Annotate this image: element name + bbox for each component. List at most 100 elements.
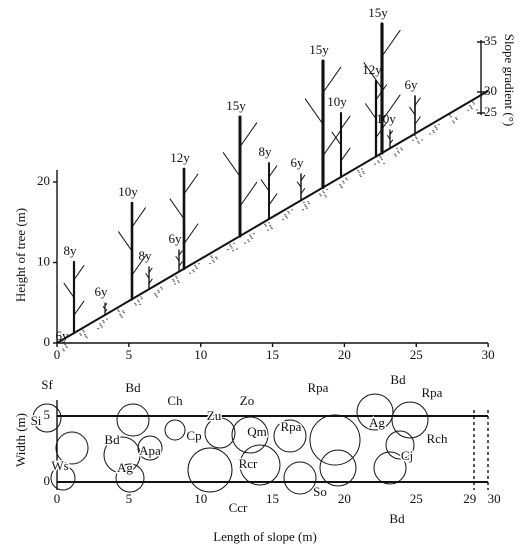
ground-dot [452, 120, 454, 122]
x-tick-label: 25 [410, 347, 423, 362]
ground-dot [345, 177, 347, 179]
ground-dot [195, 266, 197, 268]
ground-dot [381, 158, 383, 161]
ground-dot [230, 245, 232, 248]
ground-dot [134, 302, 136, 305]
ground-dot [325, 196, 327, 198]
crown [385, 430, 415, 460]
ground-dot [253, 232, 255, 235]
ground-dot [175, 275, 177, 278]
ground-dot [120, 315, 122, 317]
ground-dot [305, 205, 307, 208]
ground-dot [323, 191, 325, 194]
lower-x-tick-label: 0 [54, 491, 61, 506]
ground-dot [123, 311, 125, 314]
slope-tick-label: 25 [484, 104, 497, 119]
ground-dot [282, 218, 284, 221]
ground-dot [189, 272, 191, 274]
ground-dot [306, 207, 308, 209]
ground-dot [470, 106, 472, 108]
tree-age: 6y [291, 155, 305, 170]
ground-dot [210, 255, 212, 257]
ground-dot [194, 264, 196, 267]
tree-age: 12y [170, 150, 190, 165]
ground-dot [412, 139, 414, 142]
tree-branch [104, 303, 108, 307]
lower-y-tick-label: 5 [44, 407, 51, 422]
ground-dot [249, 234, 251, 236]
lower-x-tick-label: 20 [338, 491, 351, 506]
species-label: Bd [104, 432, 120, 447]
lower-x-label: Length of slope (m) [213, 529, 317, 544]
tree-age: 6y [169, 231, 183, 246]
x-tick-label: 30 [482, 347, 495, 362]
ground-dot [415, 136, 417, 138]
ground-dot [401, 148, 403, 151]
ground-dot [434, 125, 436, 127]
ground-dot [319, 193, 321, 195]
species-label: Ccr [229, 500, 248, 515]
ground-dot [394, 153, 396, 156]
crown [239, 444, 281, 486]
species-label: Apa [139, 443, 161, 458]
y-label: Height of tree (m) [13, 208, 28, 302]
ground-dot [117, 309, 119, 311]
ground-dot [395, 155, 397, 157]
tree-branch [131, 255, 146, 276]
species-label: Zo [240, 393, 254, 408]
tree-branch [145, 273, 150, 279]
tree-branch [389, 139, 394, 145]
ground-dot [173, 280, 175, 283]
ground-dot [400, 147, 402, 149]
species-label: Cj [401, 448, 413, 463]
lower-x-tick-label: 15 [266, 491, 279, 506]
crown [55, 431, 89, 465]
ground-dot [362, 170, 364, 173]
tree-branch [131, 207, 146, 228]
tree-branch [268, 165, 278, 178]
tree-age: 6y [95, 284, 109, 299]
ground-dot [233, 242, 235, 244]
ground-dot [138, 301, 140, 303]
tree-branch [148, 267, 153, 274]
ground-dot [267, 229, 269, 231]
x-tick-label: 20 [338, 347, 351, 362]
tree-branch [268, 193, 278, 206]
ground-dot [156, 296, 158, 298]
ground-dot [438, 123, 440, 126]
ground-dot [216, 258, 218, 260]
tree-age: 10y [327, 94, 347, 109]
tree-age: 8y [64, 243, 78, 258]
ground-dot [308, 202, 310, 205]
tree-branch [364, 103, 377, 120]
ground-dot [215, 256, 217, 258]
x-tick-label: 5 [126, 347, 133, 362]
ground-dot [307, 201, 309, 203]
ground-dot [302, 209, 304, 211]
ground-dot [63, 349, 65, 352]
tree-branch [322, 130, 342, 157]
crown [319, 449, 357, 487]
ground-dot [358, 171, 360, 173]
ground-dot [324, 194, 326, 197]
ground-dot [227, 248, 229, 251]
ground-dot [140, 296, 142, 298]
ground-dot [211, 257, 213, 259]
tree-branch [386, 134, 391, 140]
crown [283, 461, 317, 495]
ground-dot [418, 142, 420, 144]
ground-dot [79, 332, 81, 335]
species-label: So [313, 484, 327, 499]
ground-dot [247, 239, 249, 241]
crown [391, 401, 429, 439]
tree-branch [73, 265, 85, 281]
ground-dot [270, 226, 272, 228]
ground-dot [264, 223, 266, 226]
tree-branch [381, 94, 401, 122]
ground-dot [101, 326, 103, 328]
ground-dot [209, 262, 211, 265]
crown [273, 419, 307, 453]
ground-dot [467, 109, 469, 111]
ground-dot [213, 261, 215, 263]
ground-dot [380, 157, 382, 159]
